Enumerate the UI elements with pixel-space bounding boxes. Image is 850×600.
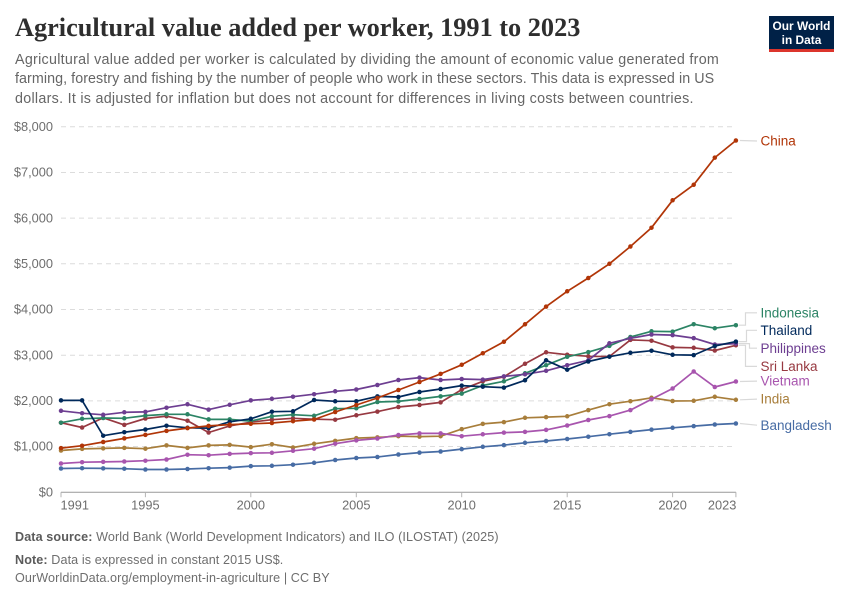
svg-text:Sri Lanka: Sri Lanka [761, 359, 819, 374]
svg-text:Thailand: Thailand [761, 323, 813, 338]
svg-text:China: China [761, 134, 797, 149]
svg-text:$1,000: $1,000 [14, 439, 53, 454]
svg-text:$3,000: $3,000 [14, 347, 53, 362]
svg-text:Bangladesh: Bangladesh [761, 418, 832, 433]
svg-text:Philippines: Philippines [761, 341, 827, 356]
svg-text:1991: 1991 [61, 498, 89, 513]
svg-text:2005: 2005 [342, 498, 370, 513]
svg-text:2010: 2010 [447, 498, 475, 513]
svg-text:1995: 1995 [131, 498, 159, 513]
svg-text:2015: 2015 [553, 498, 581, 513]
svg-text:2023: 2023 [708, 498, 736, 513]
svg-text:Vietnam: Vietnam [761, 374, 810, 389]
svg-text:2020: 2020 [658, 498, 686, 513]
svg-text:$4,000: $4,000 [14, 302, 53, 317]
svg-text:$2,000: $2,000 [14, 393, 53, 408]
svg-text:India: India [761, 392, 791, 407]
svg-text:$0: $0 [39, 484, 53, 499]
svg-text:$8,000: $8,000 [14, 119, 53, 134]
svg-text:$5,000: $5,000 [14, 256, 53, 271]
svg-text:$6,000: $6,000 [14, 210, 53, 225]
svg-text:2000: 2000 [237, 498, 265, 513]
svg-text:$7,000: $7,000 [14, 165, 53, 180]
svg-text:Indonesia: Indonesia [761, 305, 820, 320]
